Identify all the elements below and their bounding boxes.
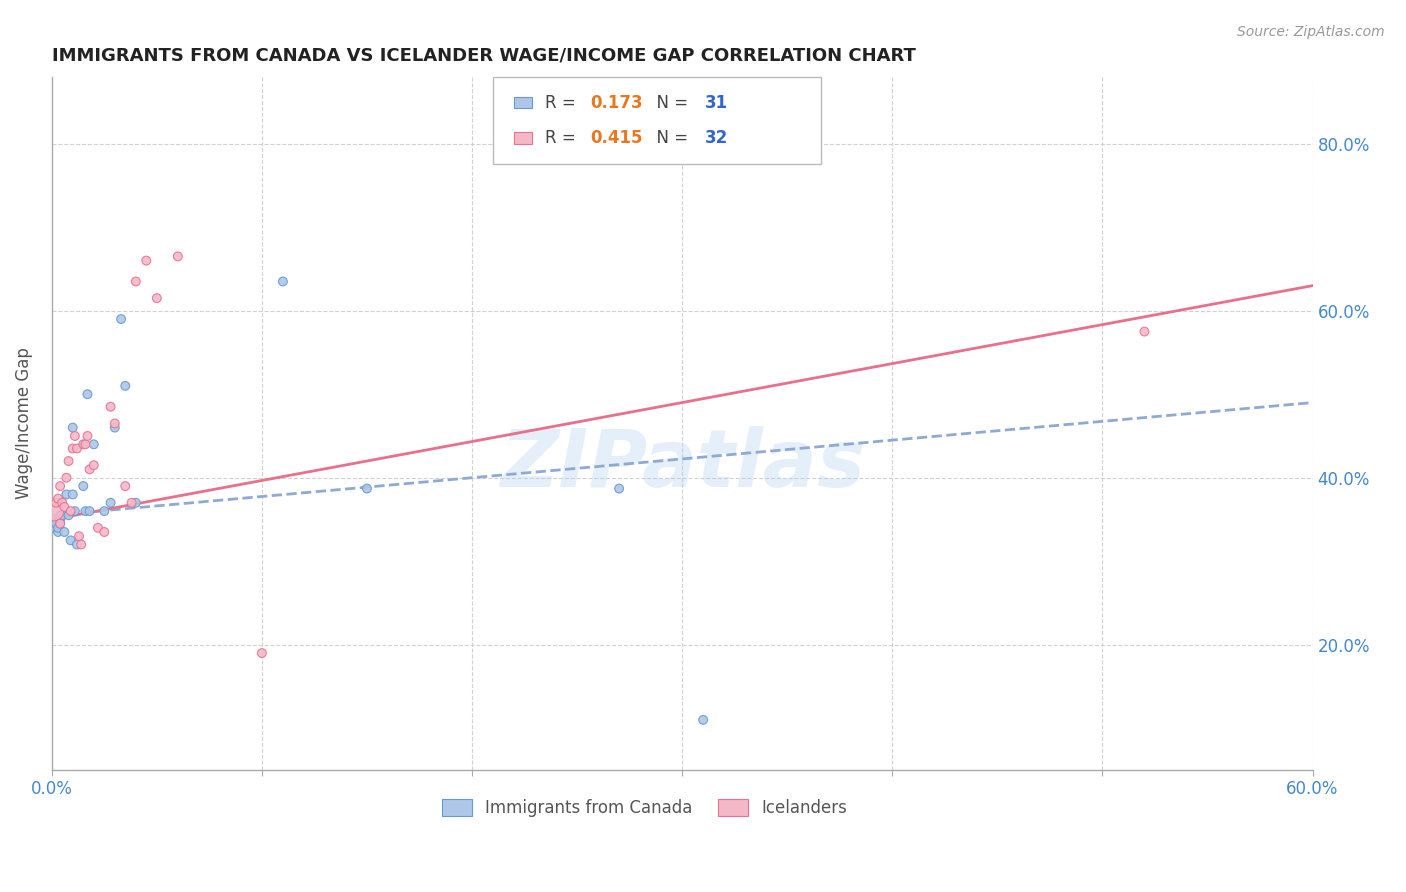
Point (79, 462, 101, 476)
Point (271, 275, 294, 289)
Point (110, 312, 132, 326)
Point (70, 537, 93, 551)
Point (63, 429, 86, 443)
Text: 31: 31 (704, 94, 728, 112)
Point (45, 516, 67, 531)
Point (607, 482, 630, 496)
Point (67, 529, 90, 543)
Text: 32: 32 (704, 128, 728, 147)
Point (53, 524, 76, 539)
Point (79, 504, 101, 518)
Point (72, 479, 94, 493)
Point (87, 521, 110, 535)
Point (59, 504, 82, 518)
Point (45, 496, 67, 510)
Text: Source: ZipAtlas.com: Source: ZipAtlas.com (1237, 25, 1385, 39)
Point (58, 454, 80, 468)
Point (46, 491, 69, 506)
Point (76, 387, 98, 401)
Point (104, 417, 127, 431)
Point (93, 524, 115, 539)
Point (75, 437, 97, 451)
Point (83, 458, 105, 473)
Text: N =: N = (645, 94, 693, 112)
Point (1133, 325, 1156, 339)
Point (114, 379, 136, 393)
Point (356, 482, 378, 496)
Point (62, 487, 84, 501)
Point (51, 496, 73, 510)
Point (121, 496, 143, 510)
Point (125, 275, 148, 289)
FancyBboxPatch shape (494, 77, 821, 163)
Point (49, 508, 72, 523)
Y-axis label: Wage/Income Gap: Wage/Income Gap (15, 348, 32, 500)
Point (62, 420, 84, 434)
Point (93, 504, 115, 518)
Text: R =: R = (544, 94, 581, 112)
Point (692, 713, 714, 727)
Text: R =: R = (544, 128, 581, 147)
Text: 0.415: 0.415 (591, 128, 643, 147)
Point (59, 533, 82, 548)
Point (49, 516, 72, 531)
Point (135, 253, 157, 268)
Point (53, 500, 76, 514)
Point (66, 442, 89, 456)
Point (58, 508, 80, 523)
Point (49, 479, 72, 493)
Point (250, 646, 273, 660)
Point (46, 521, 69, 535)
Point (62, 442, 84, 456)
Point (114, 479, 136, 493)
Point (76, 429, 98, 443)
Point (63, 504, 86, 518)
Point (104, 420, 127, 434)
Text: N =: N = (645, 128, 693, 147)
Point (75, 504, 97, 518)
FancyBboxPatch shape (515, 132, 531, 144)
Point (51, 508, 73, 523)
Legend: Immigrants from Canada, Icelanders: Immigrants from Canada, Icelanders (436, 793, 853, 824)
Text: IMMIGRANTS FROM CANADA VS ICELANDER WAGE/INCOME GAP CORRELATION CHART: IMMIGRANTS FROM CANADA VS ICELANDER WAGE… (52, 46, 915, 64)
Point (42, 504, 65, 518)
Point (46, 524, 69, 539)
Point (146, 291, 169, 305)
Point (166, 249, 188, 263)
Text: 0.173: 0.173 (591, 94, 643, 112)
Point (83, 437, 105, 451)
Point (100, 496, 122, 510)
Point (55, 471, 77, 485)
Point (72, 437, 94, 451)
Point (55, 487, 77, 501)
Point (49, 512, 72, 526)
Point (66, 537, 89, 551)
Point (125, 496, 148, 510)
Point (49, 516, 72, 531)
Point (100, 400, 122, 414)
Point (42, 521, 65, 535)
Text: ZIPatlas: ZIPatlas (499, 426, 865, 504)
FancyBboxPatch shape (515, 97, 531, 109)
